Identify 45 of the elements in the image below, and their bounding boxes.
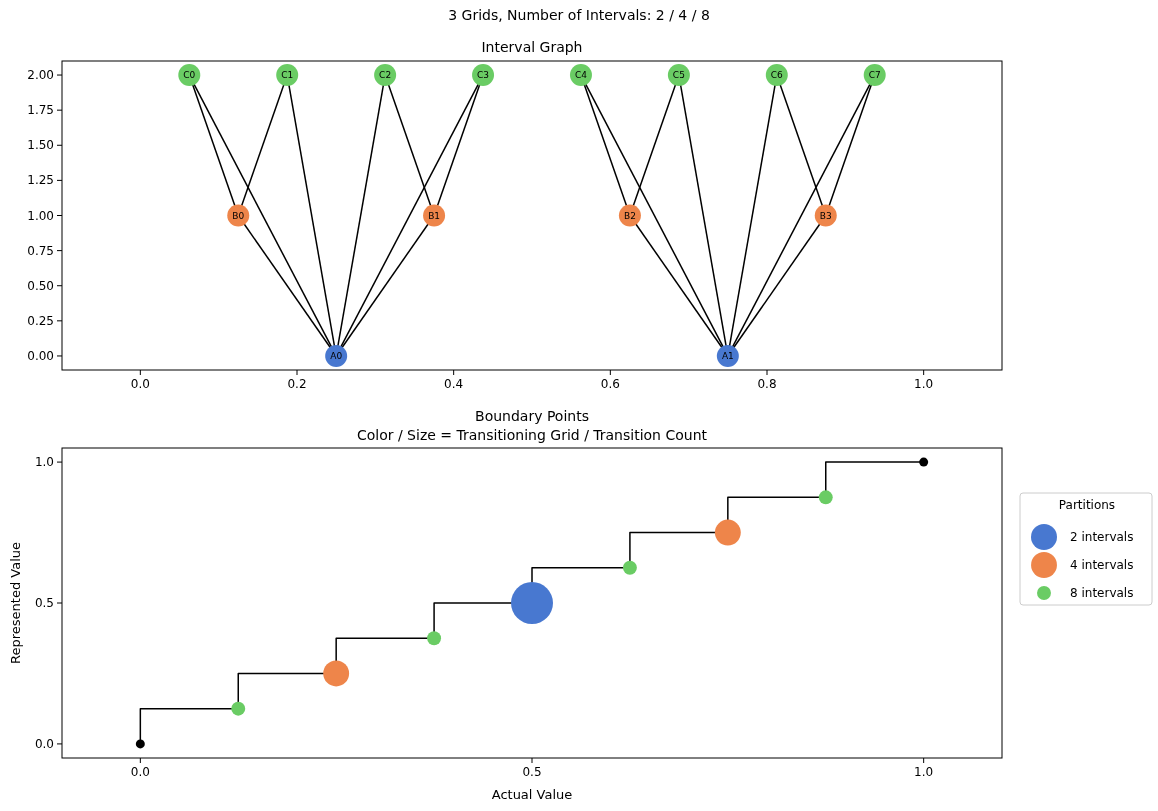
x-tick-label: 0.6 (600, 377, 620, 391)
x-tick-label: 1.0 (914, 377, 934, 391)
y-tick-label: 0.25 (27, 313, 54, 328)
y-tick-label: 1.50 (27, 138, 54, 153)
annotation: C4 (574, 70, 588, 81)
y-tick-label: 0.5 (34, 596, 54, 610)
chart-title: 3 Grids, Number of Intervals: 2 / 4 / 8 (448, 7, 710, 23)
chart-subtitle: Color / Size = Transitioning Grid / Transition Count (356, 427, 708, 443)
annotation: C5 (672, 70, 685, 81)
y-tick-label: 0.0 (34, 736, 54, 751)
x-tick-label: 0.0 (130, 377, 150, 391)
annotation: C0 (183, 70, 196, 81)
x-tick-label: 0.5 (522, 765, 542, 779)
y-tick-label: 2.00 (27, 68, 54, 83)
x-tick-label: 0.2 (287, 377, 307, 391)
y-tick-label: 0.75 (27, 243, 54, 258)
x-tick-label: 1.0 (914, 765, 934, 779)
annotation: C3 (477, 70, 490, 81)
y-tick-label: 1.00 (27, 208, 54, 223)
chart-subtitle: Interval Graph (481, 39, 583, 55)
y-tick-label: 1.75 (27, 103, 54, 118)
chart-title: Boundary Points (475, 408, 589, 424)
annotation: B2 (623, 210, 636, 221)
legend-label: 2 intervals (1070, 530, 1134, 544)
annotation: C1 (281, 70, 294, 81)
annotation: C2 (379, 70, 392, 81)
legend-label: 8 intervals (1070, 586, 1134, 600)
annotation: B3 (819, 210, 832, 221)
annotation: C7 (868, 70, 881, 81)
x-tick-label: 0.0 (130, 765, 150, 779)
y-axis-title: Represented Value (8, 542, 23, 664)
annotation: B0 (232, 210, 245, 221)
annotation: A0 (330, 350, 343, 361)
y-tick-label: 0.00 (27, 348, 54, 363)
x-tick-label: 0.8 (757, 377, 777, 391)
x-tick-label: 0.4 (444, 377, 464, 391)
legend-title: Partitions (1058, 498, 1116, 512)
annotation: C6 (770, 70, 784, 81)
annotation: A1 (721, 350, 734, 361)
legend-label: 4 intervals (1070, 558, 1134, 572)
x-axis-title: Actual Value (491, 787, 573, 802)
annotation: B1 (428, 210, 441, 221)
y-tick-label: 1.0 (34, 455, 54, 470)
y-tick-label: 0.50 (27, 278, 54, 293)
y-tick-label: 1.25 (27, 173, 54, 188)
